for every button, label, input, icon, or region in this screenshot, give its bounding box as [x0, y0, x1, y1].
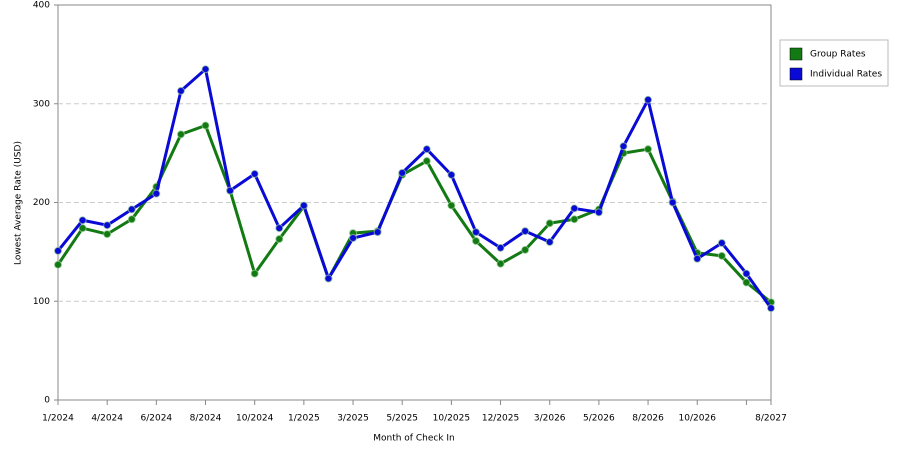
legend-label: Individual Rates — [810, 70, 882, 80]
point — [422, 145, 431, 154]
point — [594, 208, 603, 217]
point — [742, 269, 751, 278]
x-tick-label: 4/2024 — [91, 414, 123, 424]
point — [201, 65, 210, 74]
point — [619, 142, 628, 151]
y-tick-label: 200 — [33, 198, 50, 208]
point — [103, 230, 112, 239]
legend-label: Group Rates — [810, 50, 866, 60]
point — [54, 246, 62, 255]
point — [742, 278, 751, 287]
point — [103, 221, 112, 230]
x-tick-label: 8/2024 — [190, 414, 222, 424]
point — [644, 145, 653, 154]
x-tick-label: 10/2026 — [679, 414, 717, 424]
x-axis-label: Month of Check In — [373, 434, 455, 444]
series-line — [56, 67, 773, 310]
x-tick-label: 1/2025 — [288, 414, 320, 424]
point — [127, 215, 136, 224]
series-line — [56, 123, 772, 304]
point — [78, 216, 87, 225]
point — [176, 86, 185, 95]
x-tick-label: 8/2026 — [632, 414, 664, 424]
x-tick-label: 10/2025 — [433, 414, 470, 424]
point — [570, 204, 579, 213]
point — [299, 201, 308, 210]
point — [767, 304, 775, 313]
point — [422, 157, 431, 166]
point — [349, 234, 358, 243]
x-tick-label: 1/2024 — [42, 414, 74, 424]
legend-swatch — [789, 67, 803, 81]
point — [521, 245, 530, 254]
point — [471, 237, 480, 246]
point — [717, 238, 726, 247]
point — [176, 130, 185, 139]
point — [521, 227, 530, 236]
x-tick-label: 5/2026 — [583, 414, 615, 424]
x-tick-label: 10/2024 — [236, 414, 274, 424]
point — [693, 254, 702, 263]
point — [471, 228, 480, 237]
x-tick-label: 12/2025 — [482, 414, 519, 424]
y-tick-label: 0 — [44, 396, 50, 406]
point — [275, 224, 284, 233]
point — [250, 269, 259, 278]
point — [152, 189, 161, 198]
legend-swatch — [789, 47, 803, 61]
point — [78, 224, 87, 233]
point — [496, 243, 505, 252]
point — [226, 186, 235, 195]
x-tick-label: 8/2027 — [755, 414, 787, 424]
point — [127, 205, 136, 214]
y-tick-label: 300 — [33, 99, 50, 109]
x-tick-label: 5/2025 — [386, 414, 418, 424]
x-tick-label: 3/2025 — [337, 414, 369, 424]
point — [250, 169, 259, 178]
point — [201, 121, 210, 130]
x-tick-label: 6/2024 — [141, 414, 173, 424]
point — [668, 198, 677, 207]
point — [373, 228, 382, 237]
y-axis-label: Lowest Average Rate (USD) — [14, 141, 24, 265]
point — [545, 238, 554, 246]
point — [717, 251, 726, 260]
point — [644, 95, 653, 104]
x-tick-label: 3/2026 — [534, 414, 566, 424]
point — [324, 274, 333, 283]
point — [275, 235, 284, 244]
point — [447, 170, 456, 179]
point — [398, 168, 407, 177]
point — [54, 260, 62, 269]
point — [496, 259, 505, 268]
point — [447, 201, 456, 210]
point — [545, 219, 554, 228]
y-tick-label: 100 — [33, 297, 50, 307]
point — [570, 215, 579, 224]
y-tick-label: 400 — [33, 1, 50, 11]
